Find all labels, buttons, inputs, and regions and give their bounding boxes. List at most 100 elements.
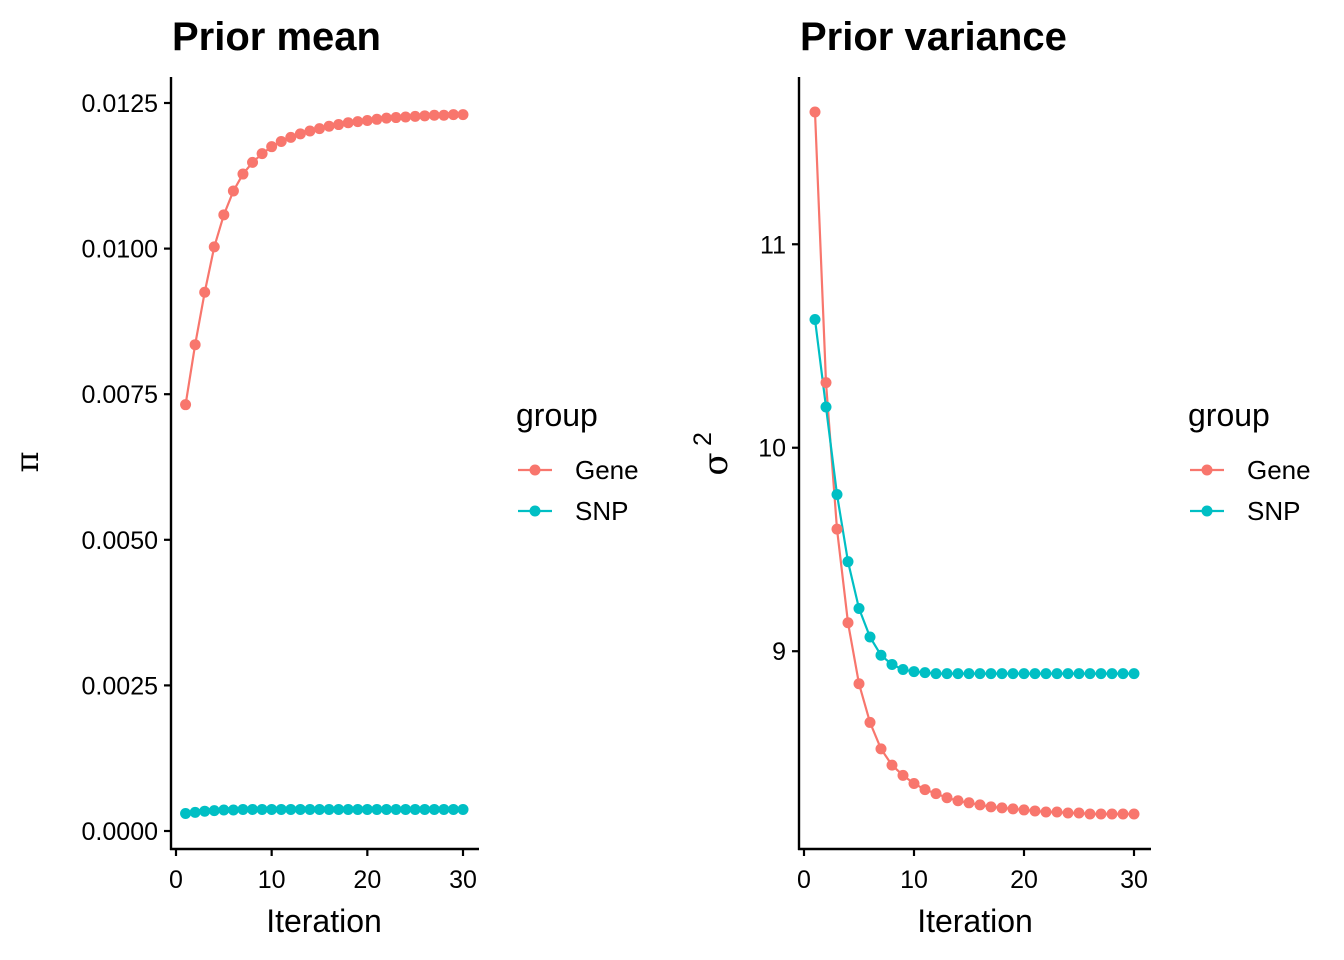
prior-mean-y-axis-label: π	[8, 451, 46, 472]
prior-variance-gene-point	[919, 784, 931, 796]
prior-variance-snp-point	[853, 602, 865, 614]
prior-variance-gene-point	[941, 792, 953, 804]
prior-mean-y-tick-label: 0.0050	[82, 527, 158, 555]
prior-variance-snp-point	[952, 668, 964, 680]
prior-mean-snp-point	[400, 803, 412, 815]
prior-variance-gene-point	[875, 743, 887, 755]
prior-variance-gene-point	[963, 797, 975, 809]
prior-mean-gene-point	[266, 141, 278, 153]
prior-variance-gene-point	[886, 759, 898, 771]
prior-variance-snp-point	[897, 664, 909, 676]
prior-mean-gene-point	[189, 339, 201, 351]
prior-mean-gene-point	[390, 112, 402, 124]
prior-mean-gene-point	[409, 110, 421, 122]
prior-mean-legend-title: group	[516, 397, 598, 433]
prior-mean-y-tick-label: 0.0000	[82, 818, 158, 846]
prior-mean-gene-point	[371, 113, 383, 125]
prior-mean-gene-point	[342, 117, 354, 129]
prior-mean-snp-point	[227, 804, 239, 816]
prior-mean-gene-point	[323, 120, 335, 132]
prior-mean-snp-point	[342, 803, 354, 815]
legend-key-gene	[518, 464, 552, 476]
prior-mean-snp-point	[247, 803, 259, 815]
prior-mean-gene-point	[314, 123, 325, 135]
prior-variance-snp-point	[886, 658, 898, 670]
sigma-symbol: σ	[696, 452, 736, 475]
prior-variance-snp-point	[831, 489, 843, 501]
prior-variance-gene-point	[1007, 803, 1019, 815]
prior-mean-gene-point	[428, 109, 440, 121]
prior-variance-snp-point	[1128, 668, 1140, 680]
legend-key-gene	[1190, 464, 1224, 476]
prior-variance-gene-point	[1073, 807, 1085, 819]
prior-variance-gene-line	[813, 111, 1134, 816]
prior-mean-snp-point	[304, 803, 316, 815]
prior-variance-gene-point	[1117, 808, 1129, 820]
prior-variance-x-tick-label: 10	[900, 866, 928, 894]
prior-mean-y-tick-label: 0.0125	[82, 90, 158, 118]
prior-variance-snp-point	[930, 668, 942, 680]
prior-variance-x-tick-label: 20	[1010, 866, 1038, 894]
prior-variance-snp-line	[813, 319, 1134, 675]
prior-variance-gene-point	[996, 802, 1008, 814]
prior-variance-snp-point	[842, 556, 854, 568]
prior-variance-x-axis-label: Iteration	[917, 903, 1033, 939]
prior-variance-gene-point	[831, 523, 843, 535]
prior-variance-snp-point	[1051, 668, 1063, 680]
prior-mean-snp-point	[428, 803, 440, 815]
prior-variance-gene-point	[952, 795, 964, 807]
prior-variance-gene-point	[1106, 808, 1118, 820]
prior-variance-snp-point	[1040, 668, 1052, 680]
prior-mean-gene-point	[256, 148, 268, 160]
prior-variance-snp-point	[1029, 668, 1041, 680]
prior-mean-gene-point	[285, 131, 297, 143]
prior-mean-x-tick-label: 10	[258, 866, 286, 894]
prior-variance-snp-point	[1117, 668, 1129, 680]
prior-variance-snp-point	[1073, 668, 1085, 680]
prior-mean-snp-point	[218, 804, 230, 816]
prior-mean-gene-point	[294, 128, 306, 140]
prior-mean-snp-point	[180, 808, 192, 820]
prior-mean-gene-point	[361, 114, 373, 126]
prior-variance-gene-point	[1084, 808, 1096, 820]
prior-variance-gene-point	[809, 106, 821, 118]
legend-key-snp	[1190, 505, 1224, 517]
prior-mean-y-tick-label: 0.0100	[82, 236, 158, 264]
prior-variance-gene-point	[974, 799, 986, 811]
prior-mean-gene-point	[275, 135, 287, 147]
prior-variance-gene-point	[1029, 805, 1041, 817]
prior-mean-snp-point	[266, 803, 278, 815]
prior-variance-snp-point	[963, 668, 975, 680]
prior-mean-x-tick-label: 0	[169, 866, 183, 894]
prior-variance-gene-point	[985, 801, 997, 813]
prior-mean-snp-point	[438, 803, 450, 815]
prior-variance-gene-point	[908, 777, 920, 789]
prior-mean-gene-point	[438, 109, 450, 121]
legend-label-gene: Gene	[575, 455, 639, 485]
prior-mean-snp-point	[380, 803, 392, 815]
prior-mean-snp-point	[285, 803, 297, 815]
prior-variance-snp-point	[996, 668, 1008, 680]
prior-variance-snp-point	[1084, 668, 1096, 680]
prior-mean-snp-point	[323, 803, 335, 815]
prior-mean-snp-point	[457, 803, 469, 815]
prior-mean-legend: group Gene SNP	[516, 397, 639, 526]
prior-variance-snp-point	[1095, 668, 1107, 680]
prior-mean-gene-point	[333, 119, 345, 131]
prior-mean-snp-point	[275, 803, 287, 815]
prior-variance-gene-point	[864, 716, 876, 728]
prior-mean-snp-point	[333, 803, 345, 815]
prior-mean-gene-point	[218, 209, 230, 221]
prior-mean-gene-point	[199, 286, 211, 298]
prior-mean-snp-point	[199, 805, 211, 817]
prior-mean-snp-point	[447, 803, 459, 815]
prior-variance-snp-point	[864, 631, 876, 643]
prior-variance-gene-point	[853, 678, 865, 690]
prior-variance-x-tick-label: 30	[1120, 866, 1148, 894]
prior-mean-x-axis-label: Iteration	[266, 903, 382, 939]
prior-mean-gene-point	[419, 110, 431, 122]
sigma-superscript: 2	[689, 432, 717, 446]
prior-mean-gene-point	[400, 111, 412, 123]
prior-mean-gene-point	[380, 112, 392, 124]
prior-variance-gene-point	[897, 769, 909, 781]
